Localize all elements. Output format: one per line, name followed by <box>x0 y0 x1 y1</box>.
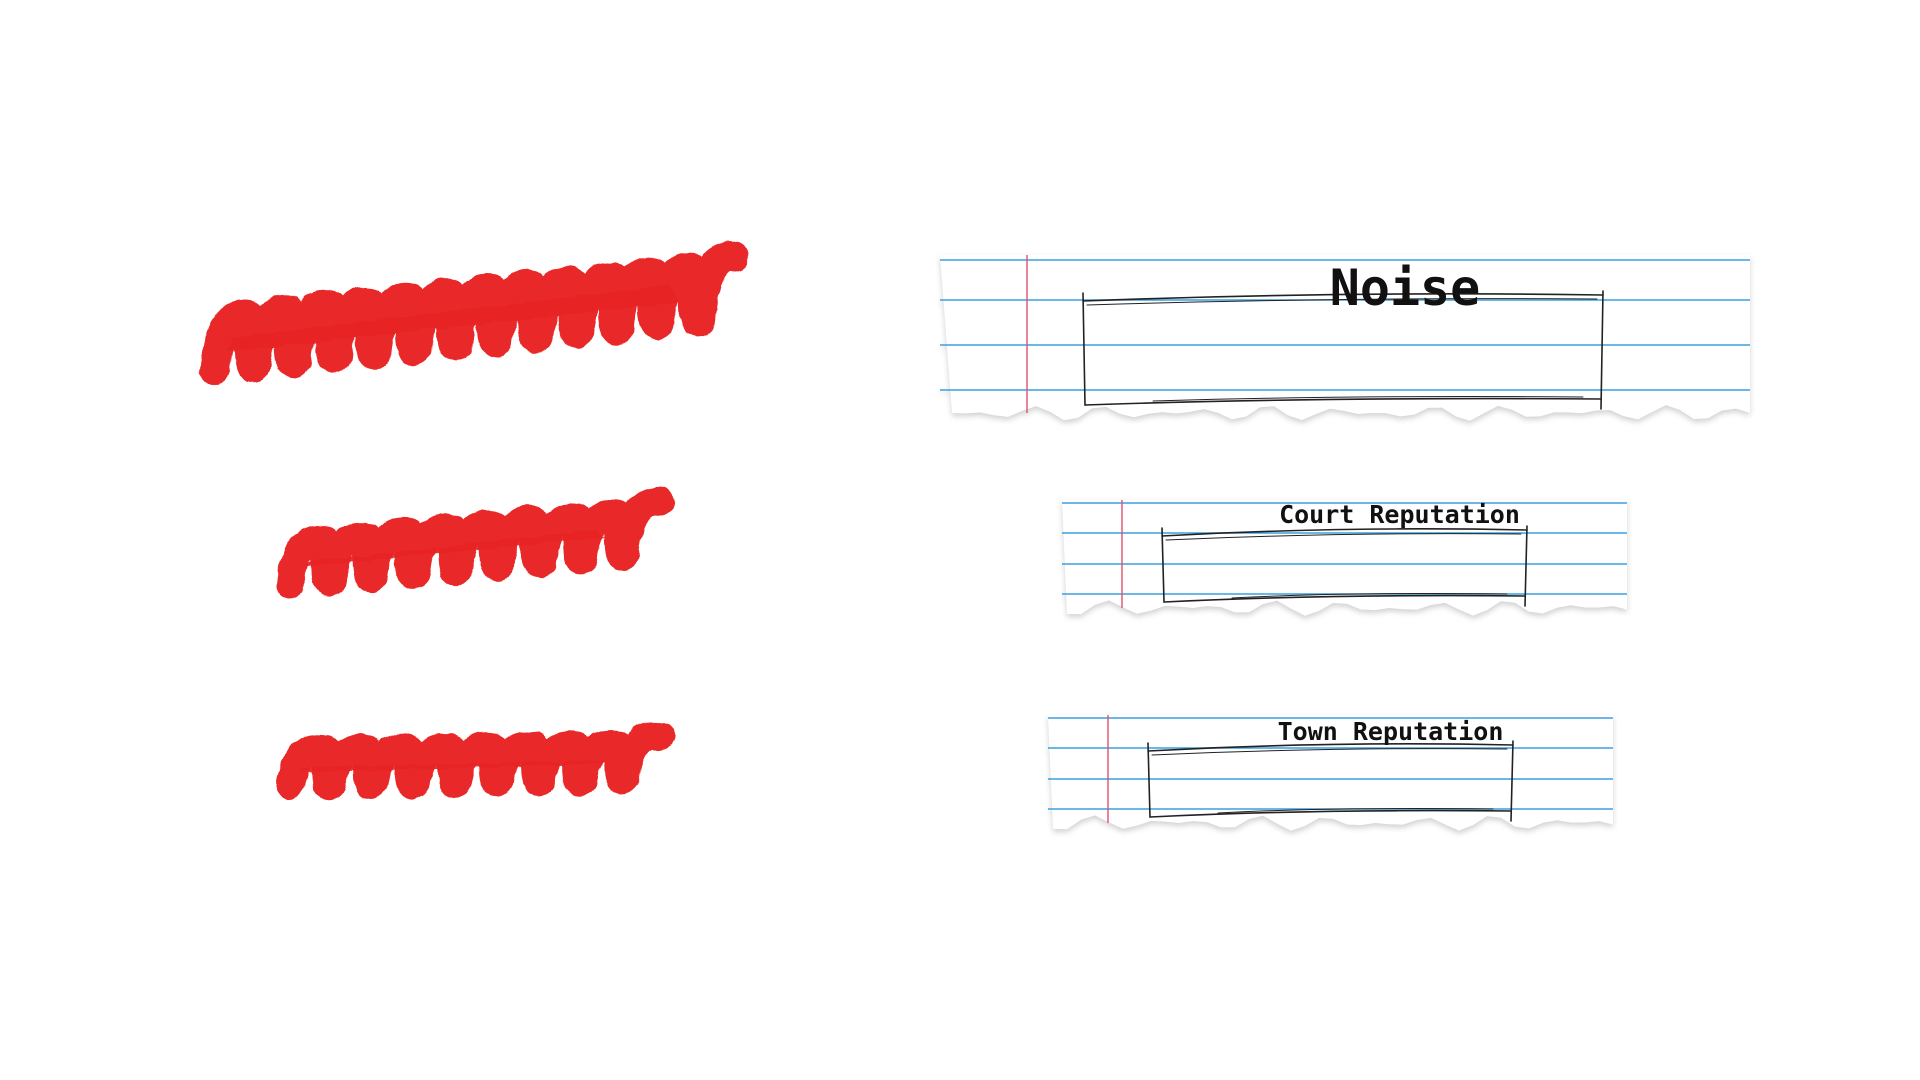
torn-notebook-paper-icon <box>940 255 1750 421</box>
torn-notebook-paper-icon <box>1062 500 1627 616</box>
town-reputation-label: Town Reputation <box>1277 717 1504 746</box>
court-reputation-label: Court Reputation <box>1279 500 1520 529</box>
court-reputation-meter-card: Court Reputation <box>1062 500 1627 620</box>
noise-label: Noise <box>1329 259 1481 317</box>
town-reputation-meter-card: Town Reputation <box>1048 715 1613 835</box>
torn-notebook-paper-icon <box>1048 715 1613 831</box>
noise-meter-card: Noise <box>940 255 1750 425</box>
noise-scribble-icon <box>200 241 750 385</box>
court-reputation-scribble-icon <box>276 487 675 599</box>
town-reputation-scribble-icon <box>276 721 675 800</box>
